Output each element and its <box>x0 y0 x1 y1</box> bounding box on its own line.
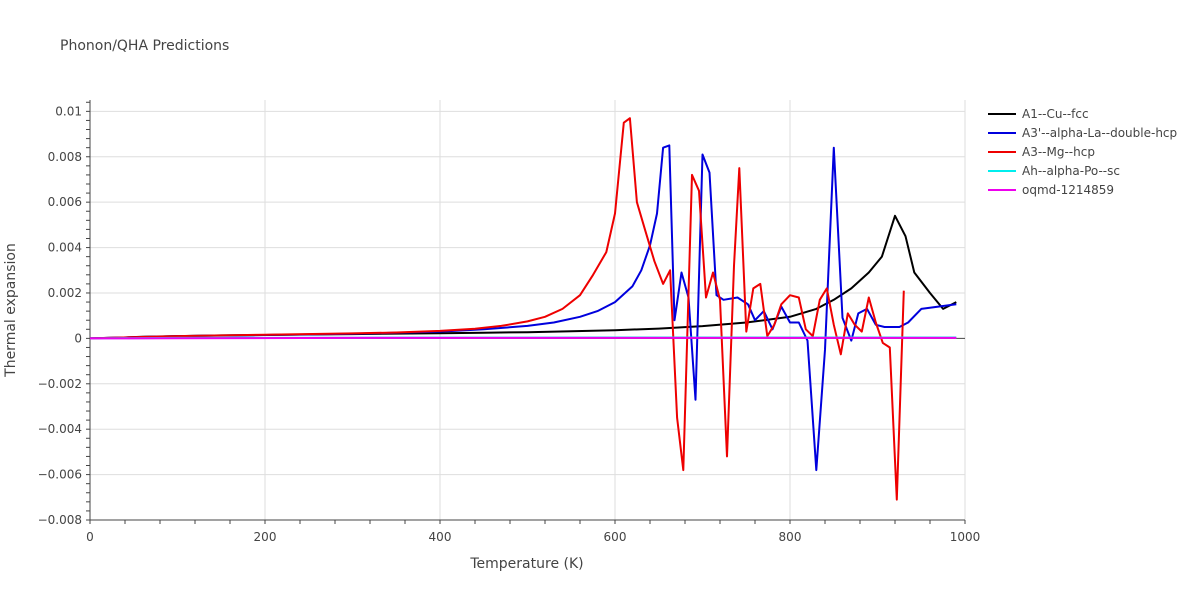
y-tick-label: −0.002 <box>38 377 82 391</box>
legend-label: oqmd-1214859 <box>1022 183 1114 197</box>
y-tick-label: 0.002 <box>48 286 82 300</box>
y-tick-label: 0.006 <box>48 195 82 209</box>
legend-item[interactable]: A3--Mg--hcp <box>988 145 1095 159</box>
x-tick-label: 1000 <box>950 530 981 544</box>
legend[interactable]: A1--Cu--fcc A3'--alpha-La--double-hcp A3--… <box>988 107 1177 197</box>
legend-label: A3'--alpha-La--double-hcp <box>1022 126 1177 140</box>
x-tick-label: 0 <box>86 530 94 544</box>
y-tick-label: 0.01 <box>55 104 82 118</box>
y-tick-label: 0.004 <box>48 241 82 255</box>
x-tick-label: 400 <box>429 530 452 544</box>
plot-area[interactable] <box>89 117 957 501</box>
legend-item[interactable]: oqmd-1214859 <box>988 183 1114 197</box>
y-axis-label: Thermal expansion <box>3 243 19 378</box>
series-line-3[interactable] <box>89 117 905 501</box>
x-tick-label: 200 <box>254 530 277 544</box>
y-tick-label: −0.006 <box>38 468 82 482</box>
x-axis-label: Temperature (K) <box>469 556 583 572</box>
legend-label: A1--Cu--fcc <box>1022 107 1089 121</box>
legend-item[interactable]: A3'--alpha-La--double-hcp <box>988 126 1177 140</box>
axes: 0 200 400 600 800 1000 −0.008 −0.006 −0.004 −0.00… <box>38 100 981 544</box>
legend-item[interactable]: A1--Cu--fcc <box>988 107 1089 121</box>
series-line-2[interactable] <box>89 144 957 472</box>
y-tick-label: −0.008 <box>38 513 82 527</box>
y-tick-label: −0.004 <box>38 422 82 436</box>
legend-label: A3--Mg--hcp <box>1022 145 1095 159</box>
x-tick-label: 800 <box>779 530 802 544</box>
x-tick-label: 600 <box>604 530 627 544</box>
legend-item[interactable]: Ah--alpha-Po--sc <box>988 164 1120 178</box>
y-tick-label: 0.008 <box>48 150 82 164</box>
series-line-5[interactable] <box>89 336 957 340</box>
chart-title: Phonon/QHA Predictions <box>60 38 229 54</box>
legend-label: Ah--alpha-Po--sc <box>1022 164 1120 178</box>
y-tick-label: 0 <box>74 331 82 345</box>
